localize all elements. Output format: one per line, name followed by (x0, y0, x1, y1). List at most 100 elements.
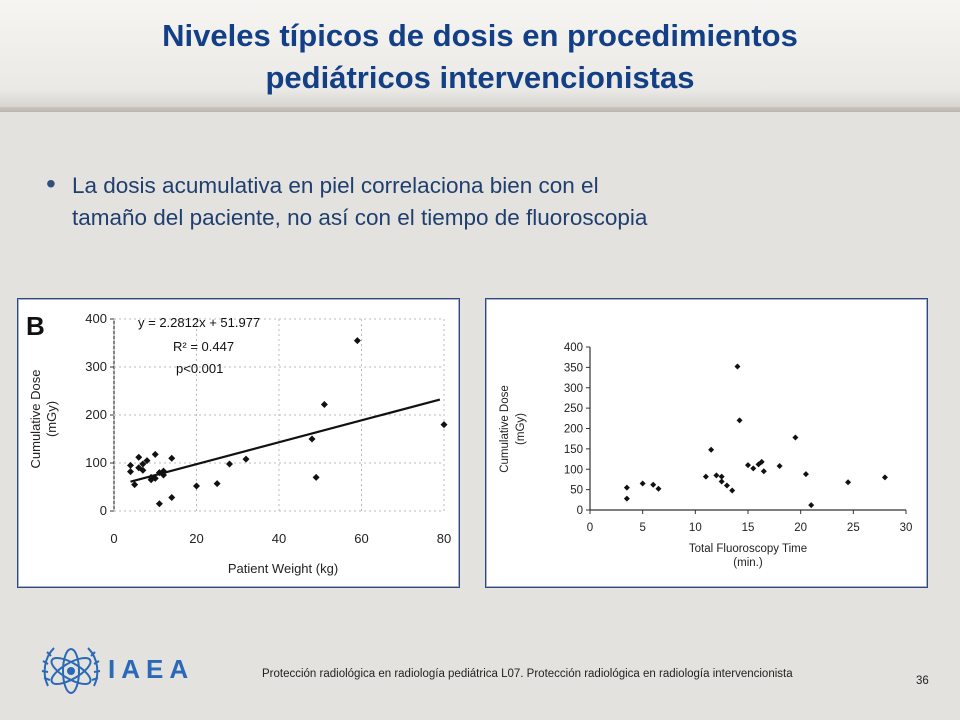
regression-annotation: R² = 0.447 (173, 339, 234, 354)
panel-label: B (26, 311, 45, 341)
data-point (718, 473, 725, 480)
iaea-logo-icon (41, 647, 101, 694)
data-point (881, 474, 888, 481)
y-axis-label: Cumulative Dose (28, 370, 43, 469)
weight-vs-dose-chart: 0 100 200 300 400 0 20 40 60 80 Patient Weight (kg… (26, 311, 451, 576)
regression-annotation: p<0.001 (176, 361, 223, 376)
data-point (353, 337, 361, 345)
y-tick-label: 300 (564, 383, 583, 395)
y-tick-label: 300 (85, 359, 107, 374)
y-tick-label: 0 (100, 503, 107, 518)
regression-annotation: y = 2.2812x + 51.977 (138, 315, 260, 330)
x-axis-label: Patient Weight (kg) (228, 561, 338, 576)
y-tick-label: 100 (564, 464, 583, 476)
data-point (193, 482, 200, 490)
data-point (135, 453, 143, 461)
x-tick-label: 0 (110, 531, 117, 546)
x-tick-label: 80 (437, 531, 451, 546)
data-point (650, 481, 657, 488)
data-point (155, 500, 163, 508)
chart-panel-fluoroscopy: 0 50 100 150 200 250 300 350 400 0 5 10 15 20 25 30 Tota… (485, 298, 928, 588)
data-point (312, 473, 320, 481)
data-point (808, 502, 815, 509)
data-point (131, 481, 139, 489)
data-point (655, 485, 662, 492)
y-axis-unit: (mGy) (44, 401, 59, 437)
x-tick-label: 30 (900, 522, 913, 534)
y-tick-label: 200 (564, 424, 583, 436)
data-point (723, 482, 730, 489)
data-point (758, 458, 765, 465)
y-tick-label: 0 (577, 505, 583, 517)
x-tick-label: 10 (689, 522, 702, 534)
data-point (151, 450, 159, 458)
page-number: 36 (916, 675, 929, 687)
data-point (623, 495, 630, 502)
bullet-text-line-1: La dosis acumulativa en piel correlacion… (72, 173, 599, 198)
data-point (639, 480, 646, 487)
y-tick-label: 50 (570, 485, 583, 497)
data-point (750, 465, 757, 472)
y-tick-label: 350 (564, 362, 583, 374)
data-point (776, 462, 783, 469)
data-point (168, 494, 176, 502)
x-tick-label: 5 (639, 522, 645, 534)
data-point (308, 435, 316, 443)
data-point (139, 466, 147, 474)
y-tick-label: 200 (85, 407, 107, 422)
y-tick-label: 100 (85, 455, 107, 470)
data-point (845, 479, 852, 486)
y-axis-unit: (mGy) (515, 413, 527, 445)
slide-title-line-1: Niveles típicos de dosis en procedimient… (162, 18, 798, 53)
y-tick-label: 400 (564, 342, 583, 354)
data-point (168, 454, 176, 462)
data-point (792, 434, 799, 441)
y-tick-label: 400 (85, 311, 107, 326)
y-tick-label: 250 (564, 403, 583, 415)
data-point (802, 471, 809, 478)
data-point (440, 421, 448, 429)
data-point (729, 487, 736, 494)
data-point (320, 400, 328, 408)
chart-panel-weight: 0 100 200 300 400 0 20 40 60 80 Patient Weight (kg… (17, 298, 460, 588)
data-point (623, 484, 630, 491)
footer-text: Protección radiológica en radiología ped… (262, 668, 793, 680)
trend-line (130, 398, 441, 483)
iaea-logo-text: IAEA (108, 654, 195, 684)
data-point (736, 417, 743, 424)
title-band: Niveles típicos de dosis en procedimient… (0, 0, 960, 112)
data-point (745, 462, 751, 469)
data-point (139, 460, 147, 468)
x-tick-label: 15 (742, 522, 755, 534)
bullet-dot: • (46, 168, 56, 199)
data-point (226, 460, 233, 468)
data-point (160, 471, 167, 479)
data-point (151, 474, 159, 482)
data-point (213, 480, 221, 488)
data-point (160, 467, 167, 475)
x-tick-label: 40 (272, 531, 286, 546)
data-point (734, 363, 741, 370)
x-axis-unit: (min.) (733, 557, 763, 569)
x-tick-label: 25 (847, 522, 860, 534)
data-point (127, 468, 134, 476)
x-axis-label: Total Fluoroscopy Time (689, 543, 807, 555)
data-point (702, 473, 709, 480)
data-point (242, 455, 250, 463)
data-point (713, 472, 720, 479)
x-tick-label: 20 (189, 531, 203, 546)
y-tick-label: 150 (564, 444, 583, 456)
data-point (143, 457, 151, 465)
data-point (718, 478, 725, 485)
data-point (755, 461, 762, 468)
data-point (127, 461, 134, 469)
data-point (760, 468, 767, 475)
data-point (708, 446, 715, 453)
slide-title-line-2: pediátricos intervencionistas (265, 60, 695, 95)
x-tick-label: 0 (587, 522, 593, 534)
fluoroscopy-vs-dose-chart: 0 50 100 150 200 250 300 350 400 0 5 10 15 20 25 30 Tota… (499, 342, 913, 569)
y-axis-label: Cumulative Dose (499, 385, 511, 473)
x-tick-label: 60 (354, 531, 368, 546)
x-tick-label: 20 (794, 522, 807, 534)
bullet-text-line-2: tamaño del paciente, no así con el tiemp… (72, 205, 648, 230)
